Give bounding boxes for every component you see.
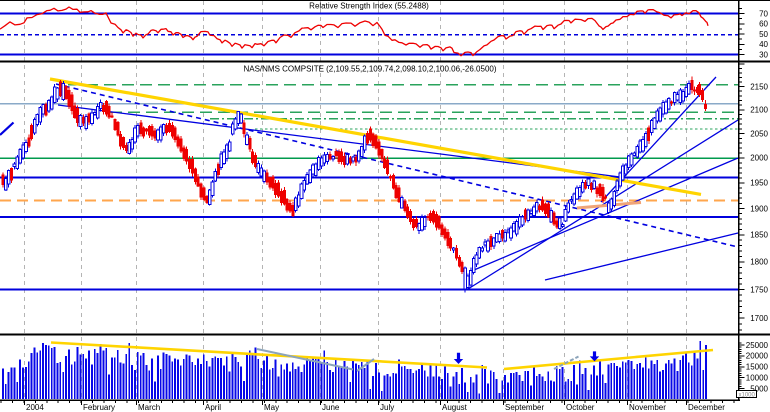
svg-text:November: November — [629, 403, 666, 412]
svg-text:December: December — [688, 403, 725, 412]
svg-text:5000: 5000 — [750, 384, 768, 393]
svg-text:February: February — [83, 403, 115, 412]
svg-text:2000: 2000 — [750, 154, 768, 163]
svg-text:October: October — [566, 403, 595, 412]
svg-text:Relative Strength Index (55.24: Relative Strength Index (55.2488) — [309, 2, 429, 11]
svg-text:May: May — [264, 403, 279, 412]
svg-text:September: September — [505, 403, 544, 412]
svg-text:April: April — [205, 403, 221, 412]
svg-text:2004: 2004 — [26, 403, 44, 412]
svg-text:2050: 2050 — [750, 129, 768, 138]
svg-text:2150: 2150 — [750, 82, 768, 91]
svg-text:20000: 20000 — [746, 352, 769, 361]
svg-text:2100: 2100 — [750, 106, 768, 115]
svg-text:NAS/NMS COMPSITE (2,109.55,2,1: NAS/NMS COMPSITE (2,109.55,2,109.74,2,09… — [243, 65, 496, 74]
svg-text:March: March — [138, 403, 160, 412]
svg-text:1800: 1800 — [750, 258, 768, 267]
svg-text:60: 60 — [759, 20, 768, 29]
svg-text:15000: 15000 — [746, 363, 769, 372]
svg-text:August: August — [442, 403, 468, 412]
svg-text:June: June — [322, 403, 340, 412]
svg-text:40: 40 — [759, 40, 768, 49]
svg-text:1850: 1850 — [750, 231, 768, 240]
svg-text:1750: 1750 — [750, 285, 768, 294]
svg-text:1950: 1950 — [750, 179, 768, 188]
svg-text:30: 30 — [759, 50, 768, 59]
svg-text:25000: 25000 — [746, 341, 769, 350]
svg-text:70: 70 — [759, 9, 768, 18]
svg-text:1700: 1700 — [750, 314, 768, 323]
svg-text:July: July — [380, 403, 394, 412]
svg-text:10000: 10000 — [746, 374, 769, 383]
svg-text:50: 50 — [759, 30, 768, 39]
svg-text:x1000: x1000 — [739, 393, 756, 399]
svg-text:1900: 1900 — [750, 204, 768, 213]
